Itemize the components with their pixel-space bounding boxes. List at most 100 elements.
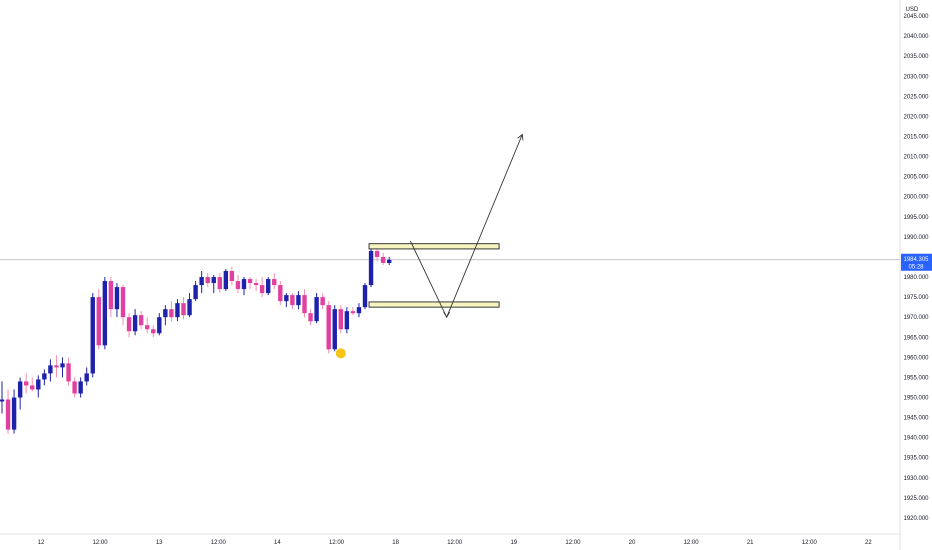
candle-up — [60, 363, 65, 368]
candle-down — [96, 297, 101, 346]
y-tick-label: 2015.000 — [903, 135, 929, 141]
y-tick-label: 2040.000 — [903, 34, 929, 40]
zone-rectangles — [368, 243, 500, 308]
candle-down — [30, 385, 35, 390]
y-tick-label: 1965.000 — [903, 335, 929, 341]
x-tick-label: 20 — [629, 540, 636, 546]
candle-up — [102, 281, 108, 346]
candle-up — [175, 303, 180, 318]
candle-up — [211, 277, 216, 284]
x-tick-label: 14 — [274, 540, 281, 546]
candle-up — [0, 399, 5, 402]
candle-down — [302, 295, 307, 314]
y-tick-label: 1945.000 — [903, 416, 929, 422]
y-tick-label: 1950.000 — [903, 395, 929, 401]
candle-down — [72, 381, 77, 394]
candle-down — [5, 399, 11, 430]
y-tick-label: 1930.000 — [903, 476, 929, 482]
projection-path — [409, 134, 523, 319]
candle-up — [387, 259, 392, 263]
x-tick-label: 12 — [38, 540, 45, 546]
x-tick-label: 13 — [156, 540, 163, 546]
candle-down — [217, 277, 222, 290]
y-tick-label: 2030.000 — [903, 74, 929, 80]
candle-down — [205, 277, 210, 284]
candle-up — [78, 381, 83, 394]
candle-down — [145, 325, 150, 330]
candle-down — [229, 271, 235, 282]
candle-down — [308, 313, 313, 322]
candle-up — [314, 297, 319, 322]
candle-down — [320, 297, 325, 306]
candle-up — [332, 309, 337, 350]
candle-up — [48, 365, 53, 374]
candle-up — [157, 317, 162, 334]
candle-up — [114, 287, 120, 310]
x-tick-label: 12:00 — [93, 540, 109, 546]
x-tick-label: 12:00 — [447, 540, 463, 546]
y-tick-label: 1955.000 — [903, 375, 929, 381]
candle-up — [223, 271, 229, 290]
projection-arrowhead — [517, 133, 524, 141]
candle-up — [344, 311, 350, 330]
candle-up — [368, 250, 374, 286]
candle-down — [126, 317, 132, 332]
candle-down — [259, 285, 265, 294]
y-tick-label: 1975.000 — [903, 295, 929, 301]
candle-down — [380, 256, 386, 263]
candle-down — [247, 279, 253, 284]
x-tick-label: 18 — [392, 540, 399, 546]
candle-up — [356, 307, 362, 314]
candle-down — [181, 303, 186, 316]
y-tick-label: 1960.000 — [903, 355, 929, 361]
candle-down — [338, 309, 343, 330]
candle-up — [36, 379, 41, 390]
candle-up — [284, 295, 289, 302]
candle-down — [120, 287, 126, 318]
zone-rect — [368, 301, 500, 308]
candle-down — [350, 311, 356, 314]
price-badge-countdown: 05:28 — [908, 264, 924, 270]
candle-down — [278, 285, 283, 302]
candle-down — [24, 381, 29, 386]
candle-up — [163, 309, 168, 318]
marker-dot[interactable] — [335, 348, 346, 359]
y-tick-label: 2025.000 — [903, 94, 929, 100]
candle-down — [290, 295, 295, 306]
y-tick-label: 2010.000 — [903, 155, 929, 161]
candle-down — [374, 250, 380, 257]
y-tick-label: 2000.000 — [903, 195, 929, 201]
projection-trough-mark — [443, 311, 451, 318]
candle-down — [326, 305, 331, 350]
y-tick-label: 1925.000 — [903, 496, 929, 502]
x-tick-label: 22 — [865, 540, 872, 546]
candle-series — [0, 246, 392, 434]
candle-up — [362, 285, 368, 308]
candle-down — [253, 283, 259, 286]
candle-up — [17, 381, 23, 398]
candle-up — [199, 277, 204, 286]
price-badge-value: 1984.305 — [903, 257, 929, 263]
y-tick-label: 2035.000 — [903, 54, 929, 60]
price-badge-bg — [901, 253, 932, 271]
y-tick-label: 1940.000 — [903, 436, 929, 442]
candle-up — [84, 373, 89, 382]
candle-up — [90, 297, 95, 374]
candle-up — [241, 279, 247, 290]
y-tick-label: 1970.000 — [903, 315, 929, 321]
y-tick-label: 1990.000 — [903, 235, 929, 241]
candle-up — [266, 279, 271, 294]
y-axis: USD 2045.000 2040.000 2035.000 2030.000 2025… — [899, 0, 929, 550]
candle-down — [108, 281, 114, 310]
x-tick-label: 12:00 — [684, 540, 700, 546]
x-tick-label: 12:00 — [211, 540, 227, 546]
candle-up — [132, 315, 138, 332]
candle-down — [272, 279, 277, 286]
y-tick-label: 1935.000 — [903, 456, 929, 462]
candle-down — [66, 363, 71, 382]
candle-down — [169, 309, 174, 318]
candle-down — [235, 281, 241, 290]
